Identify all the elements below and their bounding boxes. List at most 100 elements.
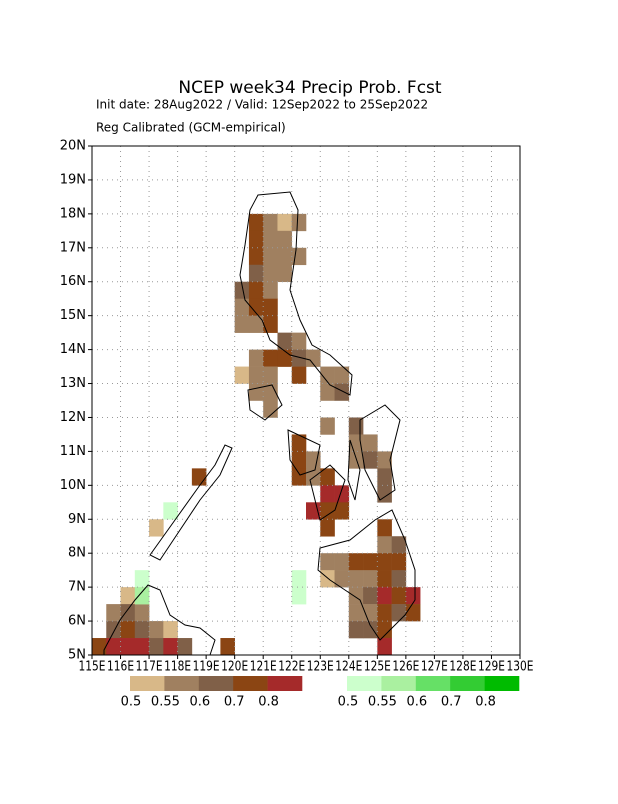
- y-tick-label: 11N: [60, 444, 86, 459]
- x-tick-label: 127E: [421, 660, 448, 675]
- prob-cell: [120, 604, 136, 622]
- x-tick-label: 115E: [79, 660, 106, 675]
- prob-cell: [334, 485, 350, 503]
- prob-cell: [348, 570, 364, 588]
- y-tick-label: 14N: [60, 342, 86, 357]
- y-tick-label: 17N: [60, 240, 86, 255]
- y-tick-label: 5N: [68, 648, 86, 663]
- prob-cell: [377, 519, 392, 537]
- prob-cell: [177, 638, 193, 656]
- prob-cell: [291, 570, 307, 588]
- prob-cell: [320, 570, 335, 588]
- prob-cell: [291, 213, 307, 232]
- colorbar-label: 0.8: [258, 695, 279, 710]
- prob-cell: [377, 604, 392, 622]
- x-tick-label: 117E: [136, 660, 163, 675]
- prob-cell: [320, 468, 335, 486]
- prob-cell: [149, 621, 164, 639]
- colorbar-label: 0.7: [441, 695, 462, 710]
- prob-cell: [277, 332, 293, 350]
- prob-cell: [106, 621, 121, 639]
- x-tick-label: 118E: [164, 660, 191, 675]
- x-tick-label: 129E: [478, 660, 505, 675]
- prob-cell: [377, 638, 392, 656]
- coastline: [149, 444, 233, 561]
- prob-cell: [363, 621, 378, 639]
- y-tick-label: 13N: [60, 376, 86, 391]
- prob-cell: [92, 638, 107, 656]
- prob-cell: [134, 638, 150, 656]
- y-tick-label: 10N: [60, 478, 86, 493]
- coastline: [359, 404, 401, 501]
- y-tick-label: 19N: [60, 172, 86, 187]
- coastline: [239, 191, 353, 396]
- prob-cell: [391, 587, 407, 605]
- prob-cell: [149, 638, 164, 656]
- prob-cell: [163, 621, 178, 639]
- prob-cell: [248, 247, 264, 266]
- coastline: [347, 439, 361, 501]
- colorbar-swatch: [233, 676, 268, 691]
- colorbar-label: 0.5: [338, 695, 359, 710]
- x-tick-label: 121E: [250, 660, 277, 675]
- colorbar-label: 0.55: [151, 695, 180, 710]
- prob-cell: [248, 349, 264, 367]
- colorbar-swatch: [164, 676, 200, 691]
- prob-cell: [334, 502, 350, 520]
- colorbar: 0.5 0.55 0.6 0.7 0.8 0.5 0.55 0.6 0.7 0.8: [121, 676, 520, 710]
- prob-cell: [263, 264, 278, 283]
- prob-cell: [291, 451, 307, 469]
- prob-cell: [134, 587, 150, 605]
- prob-cell: [149, 519, 164, 537]
- prob-cell: [277, 264, 293, 283]
- prob-cell: [163, 502, 178, 520]
- x-tick-label: 124E: [335, 660, 362, 675]
- cells: [92, 213, 421, 656]
- prob-cell: [106, 604, 121, 622]
- coastline: [247, 384, 283, 421]
- prob-cell: [163, 638, 178, 656]
- prob-cell: [248, 383, 264, 401]
- prob-cell: [377, 621, 392, 639]
- prob-cell: [306, 502, 321, 520]
- prob-cell: [106, 638, 121, 656]
- prob-cell: [334, 553, 350, 571]
- prob-cell: [391, 570, 407, 588]
- prob-cell: [277, 247, 293, 266]
- prob-cell: [263, 315, 278, 333]
- prob-cell: [248, 264, 264, 283]
- prob-cell: [263, 383, 278, 401]
- x-tick-label: 119E: [193, 660, 220, 675]
- prob-cell: [120, 587, 136, 605]
- prob-cell: [291, 366, 307, 384]
- prob-cell: [234, 281, 250, 299]
- prob-cell: [348, 553, 364, 571]
- prob-cell: [134, 621, 150, 639]
- y-tick-label: 16N: [60, 274, 86, 289]
- prob-cell: [334, 383, 350, 401]
- x-tick-label: 122E: [278, 660, 305, 675]
- prob-cell: [377, 536, 392, 554]
- colorbar-label: 0.5: [121, 695, 142, 710]
- prob-cell: [263, 281, 278, 299]
- prob-cell: [120, 621, 136, 639]
- prob-cell: [291, 434, 307, 452]
- colorbar-label: 0.6: [189, 695, 210, 710]
- prob-cell: [320, 383, 335, 401]
- prob-cell: [291, 349, 307, 367]
- y-tick-label: 9N: [68, 512, 86, 527]
- prob-cell: [377, 553, 392, 571]
- prob-cell: [363, 570, 378, 588]
- prob-cell: [277, 213, 293, 232]
- prob-cell: [191, 468, 207, 486]
- prob-cell: [134, 570, 150, 588]
- prob-cell: [234, 298, 250, 316]
- prob-cell: [263, 366, 278, 384]
- prob-cell: [320, 417, 335, 435]
- prob-cell: [377, 587, 392, 605]
- prob-cell: [320, 366, 335, 384]
- prob-cell: [405, 587, 421, 605]
- prob-cell: [277, 349, 293, 367]
- colorbar-label: 0.6: [406, 695, 427, 710]
- prob-cell: [291, 468, 307, 486]
